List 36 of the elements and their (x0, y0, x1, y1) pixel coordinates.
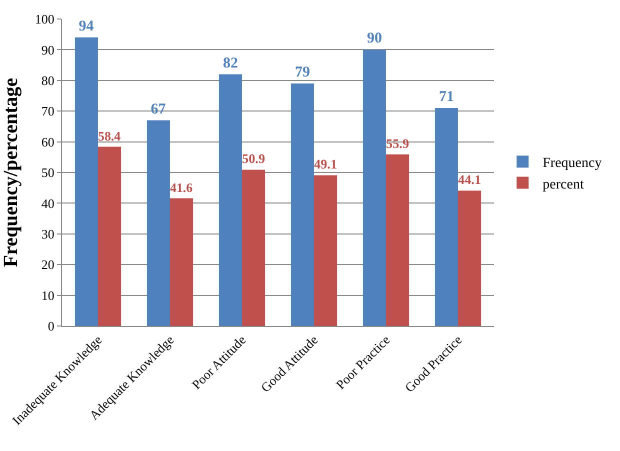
bar (290, 83, 314, 326)
bar (218, 74, 242, 326)
y-tick-label: 50 (41, 165, 54, 180)
bar (146, 120, 170, 326)
y-tick-label: 80 (41, 72, 54, 88)
data-label: 58.4 (98, 128, 122, 144)
data-label: 90 (366, 30, 382, 47)
y-tick-label: 60 (41, 134, 54, 150)
data-label: 41.6 (170, 180, 194, 195)
y-tick-label: 70 (41, 104, 54, 119)
bar (434, 108, 458, 326)
data-label: 82 (222, 55, 238, 72)
data-label: 49.1 (314, 156, 338, 172)
bar (242, 170, 266, 326)
y-tick-label: 40 (41, 196, 54, 211)
bar (362, 50, 386, 326)
y-axis-title: Frequency/percentage (0, 78, 22, 268)
bar (386, 154, 410, 326)
data-label: 44.1 (458, 172, 482, 188)
bar (458, 190, 482, 326)
y-tick-label: 20 (41, 257, 54, 272)
bar (74, 37, 98, 326)
y-tick-label: 0 (48, 318, 54, 334)
y-tick-label: 10 (41, 288, 54, 303)
data-label: 94 (78, 18, 94, 34)
bar (314, 175, 338, 326)
data-label: 79 (294, 64, 310, 80)
y-tick-label: 100 (34, 12, 54, 27)
bar (98, 146, 122, 326)
data-label: 50.9 (242, 151, 266, 166)
legend-label: Frequency (542, 156, 602, 172)
legend-label: percent (542, 177, 584, 192)
bar (170, 198, 194, 326)
data-label: 71 (438, 89, 454, 106)
y-tick-label: 30 (41, 226, 54, 242)
y-tick-label: 90 (41, 42, 54, 58)
